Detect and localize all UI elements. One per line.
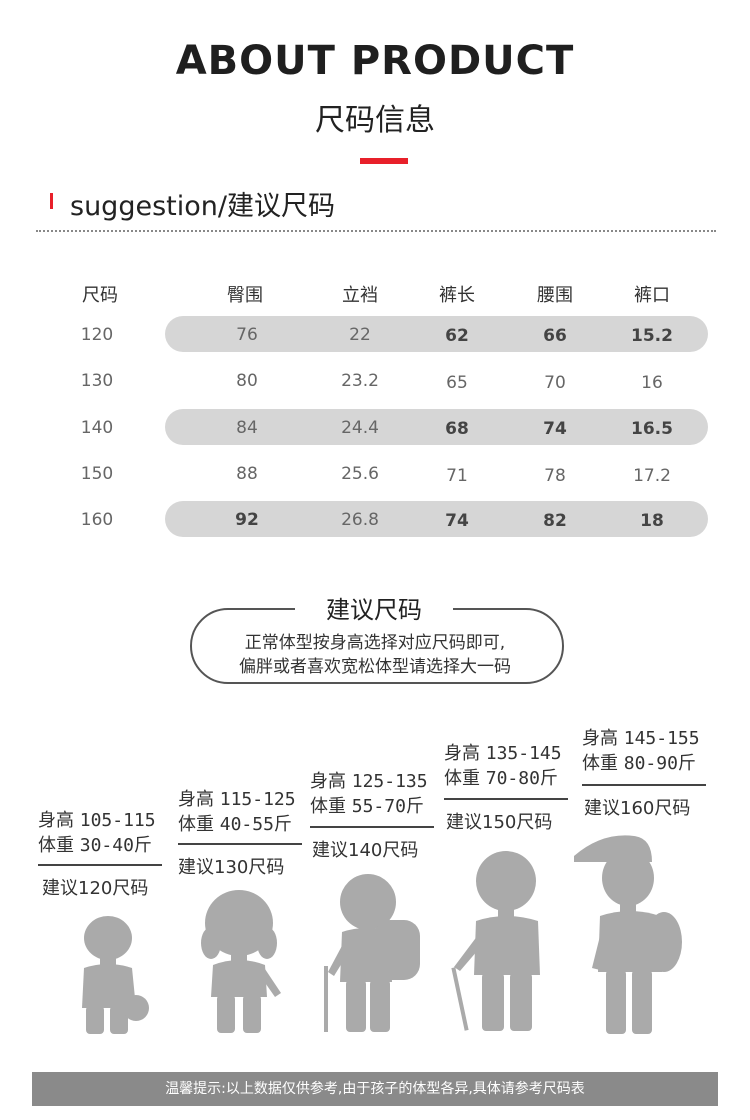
- kid-height: 身高 125-135: [310, 771, 428, 792]
- col-header-hip: 臀围: [227, 285, 263, 306]
- section-marker: [50, 193, 53, 209]
- cell-length: 65: [446, 373, 468, 393]
- kid-height: 身高 105-115: [38, 810, 156, 831]
- cell-hem: 16.5: [631, 419, 673, 439]
- cell-rise: 25.6: [341, 464, 379, 484]
- cell-waist: 70: [544, 373, 566, 393]
- cell-waist: 66: [543, 326, 567, 346]
- advice-line-2: 偏胖或者喜欢宽松体型请选择大一码: [239, 657, 511, 677]
- cell-size: 160: [80, 510, 114, 530]
- kid-weight: 体重 55-70斤: [310, 796, 424, 817]
- dotted-divider: [36, 230, 716, 232]
- cell-rise: 22: [349, 325, 371, 345]
- kid-suggest: 建议120尺码: [42, 878, 149, 899]
- row-band: [165, 316, 708, 352]
- advice-line-1: 正常体型按身高选择对应尺码即可,: [244, 633, 506, 653]
- cell-waist: 82: [543, 511, 567, 531]
- cell-size: 120: [80, 325, 114, 345]
- cell-hip: 80: [236, 371, 258, 391]
- cell-rise: 23.2: [341, 371, 379, 391]
- kid-suggest: 建议140尺码: [312, 840, 419, 861]
- kid-weight: 体重 40-55斤: [178, 814, 292, 835]
- cell-hem: 18: [640, 511, 664, 531]
- kid-height: 身高 145-155: [582, 728, 700, 749]
- child-silhouette-3-icon: [324, 874, 420, 1032]
- kid-divider: [178, 843, 302, 845]
- child-silhouette-4-icon: [451, 851, 540, 1031]
- child-silhouette-1-icon: [82, 916, 149, 1034]
- cell-size: 130: [80, 371, 114, 391]
- cell-hip: 76: [236, 325, 258, 345]
- kid-weight: 体重 70-80斤: [444, 768, 558, 789]
- child-silhouette-2-icon: [201, 890, 281, 1033]
- page-title-en: ABOUT PRODUCT: [175, 38, 575, 84]
- child-silhouette-5-icon: [574, 835, 682, 1034]
- cell-waist: 78: [544, 466, 566, 486]
- advice-title: 建议尺码: [295, 590, 453, 625]
- cell-size: 140: [80, 418, 114, 438]
- col-header-size: 尺码: [82, 285, 118, 306]
- kid-divider: [38, 864, 162, 866]
- col-header-length: 裤长: [439, 285, 475, 306]
- cell-hem: 17.2: [633, 466, 671, 486]
- cell-rise: 26.8: [341, 510, 379, 530]
- cell-rise: 24.4: [341, 418, 379, 438]
- cell-hem: 16: [641, 373, 663, 393]
- cell-length: 71: [446, 466, 468, 486]
- kid-suggest: 建议150尺码: [446, 812, 553, 833]
- kid-weight: 体重 80-90斤: [582, 753, 696, 774]
- kid-divider: [444, 798, 568, 800]
- kid-height: 身高 135-145: [444, 743, 562, 764]
- col-header-waist: 腰围: [537, 285, 573, 306]
- kid-suggest: 建议130尺码: [178, 857, 285, 878]
- cell-hip: 84: [236, 418, 258, 438]
- kid-divider: [310, 826, 434, 828]
- cell-waist: 74: [543, 419, 567, 439]
- footer-note: 温馨提示:以上数据仅供参考,由于孩子的体型各异,具体请参考尺码表: [32, 1072, 718, 1106]
- page-title-cn: 尺码信息: [315, 103, 435, 138]
- cell-length: 74: [445, 511, 469, 531]
- col-header-hem: 裤口: [634, 285, 670, 306]
- row-band: [165, 501, 708, 537]
- row-band: [165, 409, 708, 445]
- title-underline: [360, 158, 408, 164]
- kid-divider: [582, 784, 706, 786]
- kid-weight: 体重 30-40斤: [38, 835, 152, 856]
- col-header-rise: 立裆: [342, 285, 378, 306]
- cell-length: 62: [445, 326, 469, 346]
- cell-hem: 15.2: [631, 326, 673, 346]
- kid-suggest: 建议160尺码: [584, 798, 691, 819]
- section-title: suggestion/建议尺码: [70, 191, 335, 222]
- kid-height: 身高 115-125: [178, 789, 296, 810]
- cell-size: 150: [80, 464, 114, 484]
- cell-hip: 92: [235, 510, 259, 530]
- cell-length: 68: [445, 419, 469, 439]
- cell-hip: 88: [236, 464, 258, 484]
